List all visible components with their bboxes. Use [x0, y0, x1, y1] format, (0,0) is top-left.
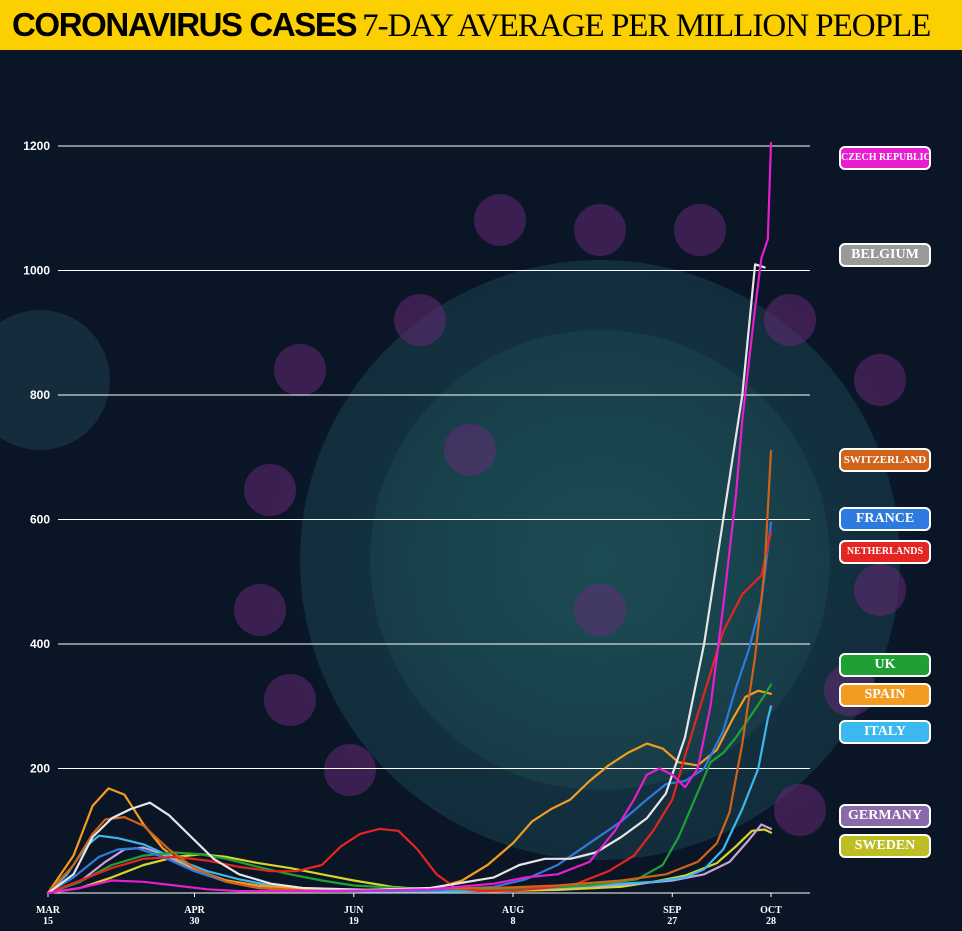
- virus-spike: [274, 344, 326, 396]
- y-tick-label: 1000: [23, 264, 50, 278]
- y-tick-label: 200: [30, 762, 50, 776]
- virus-body: [300, 260, 900, 860]
- legend-item-belgium: BELGIUM: [839, 243, 931, 267]
- virus-spike: [394, 294, 446, 346]
- x-tick-month: SEP: [663, 905, 681, 916]
- legend-item-uk: UK: [839, 653, 931, 677]
- virus-spike: [474, 194, 526, 246]
- virus-spike: [574, 204, 626, 256]
- virus-spike: [574, 584, 626, 636]
- y-tick-label: 1200: [23, 139, 50, 153]
- legend-item-sweden: SWEDEN: [839, 834, 931, 858]
- series-line-belgium: [46, 263, 766, 895]
- legend-item-switzerland: SWITZERLAND: [839, 448, 931, 472]
- virus-core: [370, 330, 830, 790]
- virus-spike: [244, 464, 296, 516]
- x-tick-month: JUN: [344, 905, 364, 916]
- x-tick-date: 28: [766, 916, 776, 927]
- x-tick-date: 8: [511, 916, 516, 927]
- x-tick-month: OCT: [760, 905, 782, 916]
- gridlines: [48, 145, 810, 894]
- x-tick-date: 27: [667, 916, 677, 927]
- title-bold: CORONAVIRUS CASES: [12, 6, 358, 43]
- virus-spike: [674, 204, 726, 256]
- legend-item-france: FRANCE: [839, 507, 931, 531]
- legend-item-netherlands: NETHERLANDS: [839, 540, 931, 564]
- x-tick-month: AUG: [502, 905, 524, 916]
- virus-spike: [264, 674, 316, 726]
- y-tick-label: 600: [30, 513, 50, 527]
- x-tick-month: MAR: [36, 905, 61, 916]
- legend-item-germany: GERMANY: [839, 804, 931, 828]
- title-rest: 7-DAY AVERAGE PER MILLION PEOPLE: [362, 8, 931, 44]
- y-tick-label: 400: [30, 637, 50, 651]
- legend-item-czech-republic: CZECH REPUBLIC: [839, 146, 931, 170]
- virus-spike: [764, 294, 816, 346]
- x-tick-month: APR: [184, 905, 205, 916]
- x-tick-date: 30: [190, 916, 200, 927]
- virus-spike: [444, 424, 496, 476]
- title-banner: CORONAVIRUS CASES 7-DAY AVERAGE PER MILLI…: [0, 0, 962, 50]
- virus-blur: [0, 310, 110, 450]
- legend-item-italy: ITALY: [839, 720, 931, 744]
- y-tick-label: 800: [30, 388, 50, 402]
- series-line-netherlands: [46, 530, 773, 895]
- x-tick-date: 19: [349, 916, 359, 927]
- series-line-france: [46, 521, 773, 895]
- series-line-czech-republic: [46, 141, 773, 895]
- virus-spike: [774, 784, 826, 836]
- virus-spike: [854, 354, 906, 406]
- x-tick-date: 15: [43, 916, 53, 927]
- legend-item-spain: SPAIN: [839, 683, 931, 707]
- virus-spike: [324, 744, 376, 796]
- virus-spike: [854, 564, 906, 616]
- series-lines: [46, 141, 773, 895]
- y-axis-ticks: 200 400 600 800 1000 1200: [23, 139, 50, 776]
- virus-spike: [234, 584, 286, 636]
